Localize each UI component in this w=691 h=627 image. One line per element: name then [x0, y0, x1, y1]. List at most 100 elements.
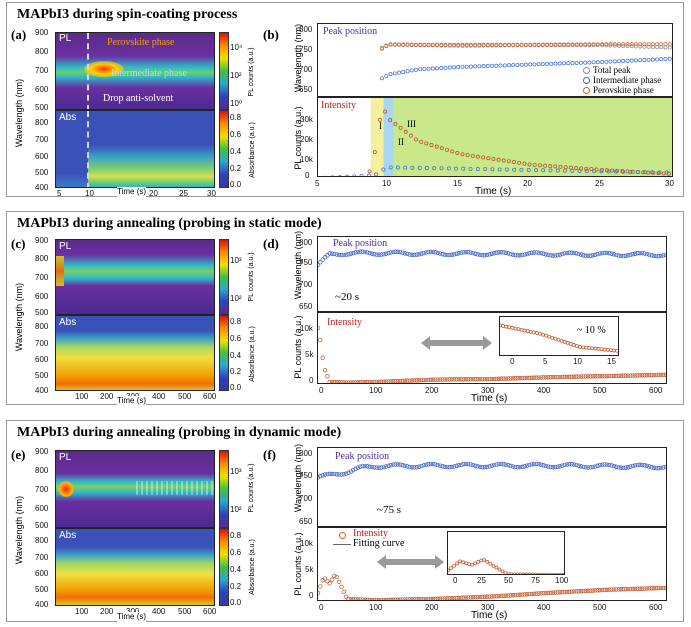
peak-position-point — [623, 465, 628, 470]
intensity-point — [665, 587, 666, 589]
peak-position-point — [320, 257, 325, 262]
ytick-a: 500 — [35, 103, 49, 112]
ytick-f: 800 — [299, 449, 313, 458]
xtick-a: 25 — [179, 189, 188, 198]
xtick-e: 200 — [100, 607, 114, 616]
intensity-intermediate-point — [425, 166, 429, 170]
peak-position-point — [398, 249, 403, 255]
intermediate-phase-point — [642, 58, 647, 62]
annotation-75s-f: ~75 s — [377, 504, 401, 516]
inset-intensity-point — [540, 572, 544, 574]
inset-intensity-point — [500, 569, 505, 574]
inset-intensity-point — [509, 572, 514, 574]
peak-position-point — [644, 251, 650, 257]
intermediate-phase-point — [600, 60, 605, 64]
inset-intensity-point — [558, 572, 562, 574]
intensity-point — [651, 586, 657, 591]
peak-position-point — [560, 251, 565, 257]
peak-position-point — [510, 252, 516, 257]
intensity-total-point — [450, 149, 455, 154]
intensity-point — [419, 377, 424, 383]
peak-position-point — [531, 250, 537, 255]
intensity-intermediate-point — [570, 168, 575, 173]
peak-position-point — [421, 250, 426, 256]
intermediate-phase-point — [388, 72, 393, 77]
intensity-point — [621, 373, 626, 378]
perovskite-phase-point — [625, 42, 630, 47]
ytick-a: 600 — [35, 85, 49, 94]
intensity-point — [517, 376, 523, 381]
peak-position-point — [632, 251, 638, 256]
inset-intensity-point — [501, 324, 505, 328]
inset-xtick-f: 100 — [555, 576, 569, 585]
peak-position-point — [339, 472, 344, 477]
intensity-total-point — [429, 143, 434, 147]
intensity-intermediate-point — [577, 168, 582, 173]
peak-position-point — [381, 464, 386, 470]
inset-intensity-point — [608, 348, 613, 353]
perovskite-phase-point — [443, 42, 448, 47]
intensity-total-point — [367, 169, 372, 174]
peak-position-point — [614, 464, 619, 469]
cbar-pl-label-c: PL counts (a.u.) — [248, 252, 255, 302]
intensity-point — [437, 596, 443, 600]
intensity-point — [454, 377, 459, 382]
intensity-intermediate-point — [403, 165, 408, 170]
intensity-point — [437, 377, 443, 382]
ytick-b: 30k — [300, 115, 313, 124]
intensity-point — [508, 376, 513, 381]
peak-position-point — [435, 462, 440, 468]
intermediate-phase-point — [566, 61, 571, 66]
intensity-point — [569, 589, 574, 594]
axis-ylabel-a: Wavelength (nm) — [14, 78, 24, 148]
intensity-total-point — [363, 176, 366, 177]
peak-position-point — [501, 250, 506, 255]
intensity-point — [597, 588, 603, 593]
cbar-tick-c: 0.4 — [230, 351, 242, 360]
cbar-tick-c: 0.8 — [230, 317, 242, 326]
peak-position-point — [593, 252, 598, 257]
inset-intensity-point — [584, 345, 589, 350]
intermediate-phase-point — [435, 66, 440, 71]
peak-position-point — [578, 464, 584, 469]
peak-position-point — [635, 462, 640, 468]
intensity-point — [327, 379, 332, 383]
intensity-point — [346, 380, 351, 383]
peak-position-point — [484, 464, 490, 470]
xtick-d: 600 — [649, 386, 663, 395]
peak-position-point — [360, 463, 365, 469]
intensity-point — [524, 375, 530, 381]
intensity-point — [398, 378, 403, 383]
ytick-f: 10k — [300, 539, 313, 548]
peak-position-point — [398, 462, 403, 467]
peak-position-point — [614, 252, 619, 258]
inset-intensity-point — [521, 572, 526, 574]
intensity-intermediate-point — [642, 170, 647, 175]
stage-iii-band — [393, 98, 672, 176]
xtick-e: 600 — [203, 607, 217, 616]
inset-intensity-point — [500, 323, 502, 328]
intensity-point — [621, 587, 626, 592]
intensity-total-point — [491, 156, 496, 161]
intensity-point — [409, 597, 415, 600]
pl-ripple-e — [136, 481, 214, 495]
peak-position-point — [332, 251, 337, 257]
intensity-point — [339, 380, 344, 383]
intermediate-phase-point — [460, 64, 465, 69]
intensity-total-point — [527, 162, 532, 167]
xtick-e: 100 — [75, 607, 89, 616]
intensity-total-point — [347, 176, 350, 177]
intensity-point — [400, 378, 405, 383]
peak-position-point — [602, 462, 607, 467]
inset-intensity-point — [458, 559, 462, 564]
intensity-point — [546, 375, 551, 380]
intensity-point — [654, 586, 659, 591]
inset-intensity-point — [553, 336, 558, 341]
intensity-intermediate-point — [366, 173, 371, 176]
intensity-total-point — [460, 152, 465, 157]
perovskite-phase-point — [464, 42, 469, 47]
ytick-e: 900 — [35, 447, 49, 456]
peak-position-point — [468, 462, 473, 467]
intensity-point — [466, 377, 471, 382]
total-peak-point — [642, 44, 647, 49]
